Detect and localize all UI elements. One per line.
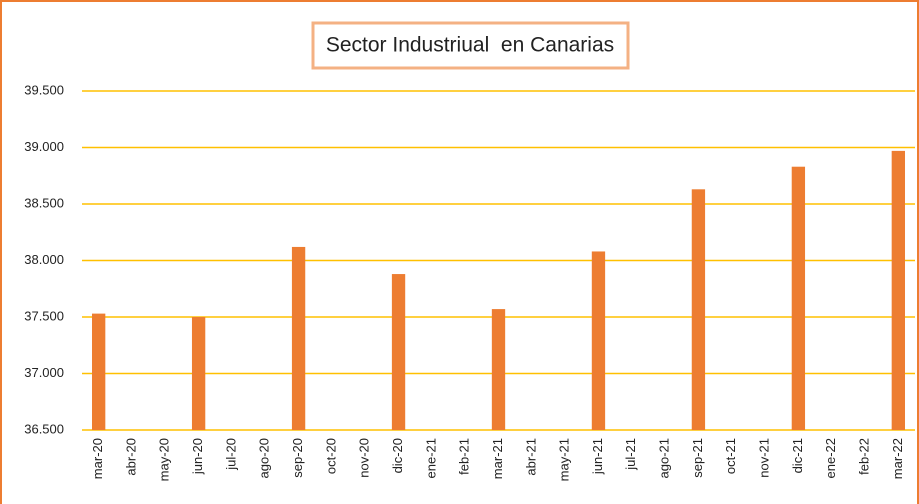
- x-tick-label: oct-21: [723, 438, 738, 474]
- y-tick-label: 37.500: [24, 308, 64, 323]
- x-tick-label: mar-21: [490, 438, 505, 479]
- x-tick-label: may-20: [157, 438, 172, 481]
- x-tick-label: nov-20: [357, 438, 372, 478]
- bar: [491, 309, 506, 430]
- x-tick-label: dic-21: [790, 438, 805, 473]
- bar: [791, 166, 806, 430]
- x-tick-label: ago-21: [657, 438, 672, 478]
- x-tick-label: feb-22: [856, 438, 871, 475]
- x-tick-label: dic-20: [390, 438, 405, 473]
- bar: [191, 317, 206, 430]
- bar: [691, 189, 706, 430]
- y-tick-label: 38.000: [24, 252, 64, 267]
- bar: [391, 274, 406, 430]
- x-tick-label: sep-20: [290, 438, 305, 478]
- chart-title: Sector Industriual en Canarias: [326, 34, 614, 57]
- x-tick-label: jun-21: [590, 438, 605, 475]
- x-tick-label: ago-20: [257, 438, 272, 478]
- x-tick-label: ene-21: [423, 438, 438, 478]
- x-tick-label: jul-21: [623, 438, 638, 471]
- x-tick-label: nov-21: [756, 438, 771, 478]
- x-tick-label: jul-20: [223, 438, 238, 471]
- plot-area: 36.500 37.000 37.500 38.000 38.500 39.000 39.5…: [24, 82, 915, 481]
- x-tick-label: sep-21: [690, 438, 705, 478]
- x-tick-label: ene-22: [823, 438, 838, 478]
- y-tick-label: 38.500: [24, 195, 64, 210]
- bar: [591, 251, 606, 430]
- bar: [91, 313, 106, 430]
- x-tick-label: may-21: [557, 438, 572, 481]
- x-tick-label: jun-20: [190, 438, 205, 475]
- x-tick-label: abr-21: [523, 438, 538, 476]
- x-tick-label: abr-20: [123, 438, 138, 476]
- y-tick-label: 37.000: [24, 365, 64, 380]
- y-tick-label: 39.500: [24, 82, 64, 97]
- title-box: [311, 21, 630, 70]
- x-tick-label: feb-21: [457, 438, 472, 475]
- y-tick-label: 39.000: [24, 139, 64, 154]
- bar: [891, 150, 906, 430]
- x-tick-label: mar-20: [90, 438, 105, 479]
- x-tick-label: mar-22: [890, 438, 905, 479]
- bar: [291, 246, 306, 430]
- y-tick-label: 36.500: [24, 421, 64, 436]
- x-tick-label: oct-20: [323, 438, 338, 474]
